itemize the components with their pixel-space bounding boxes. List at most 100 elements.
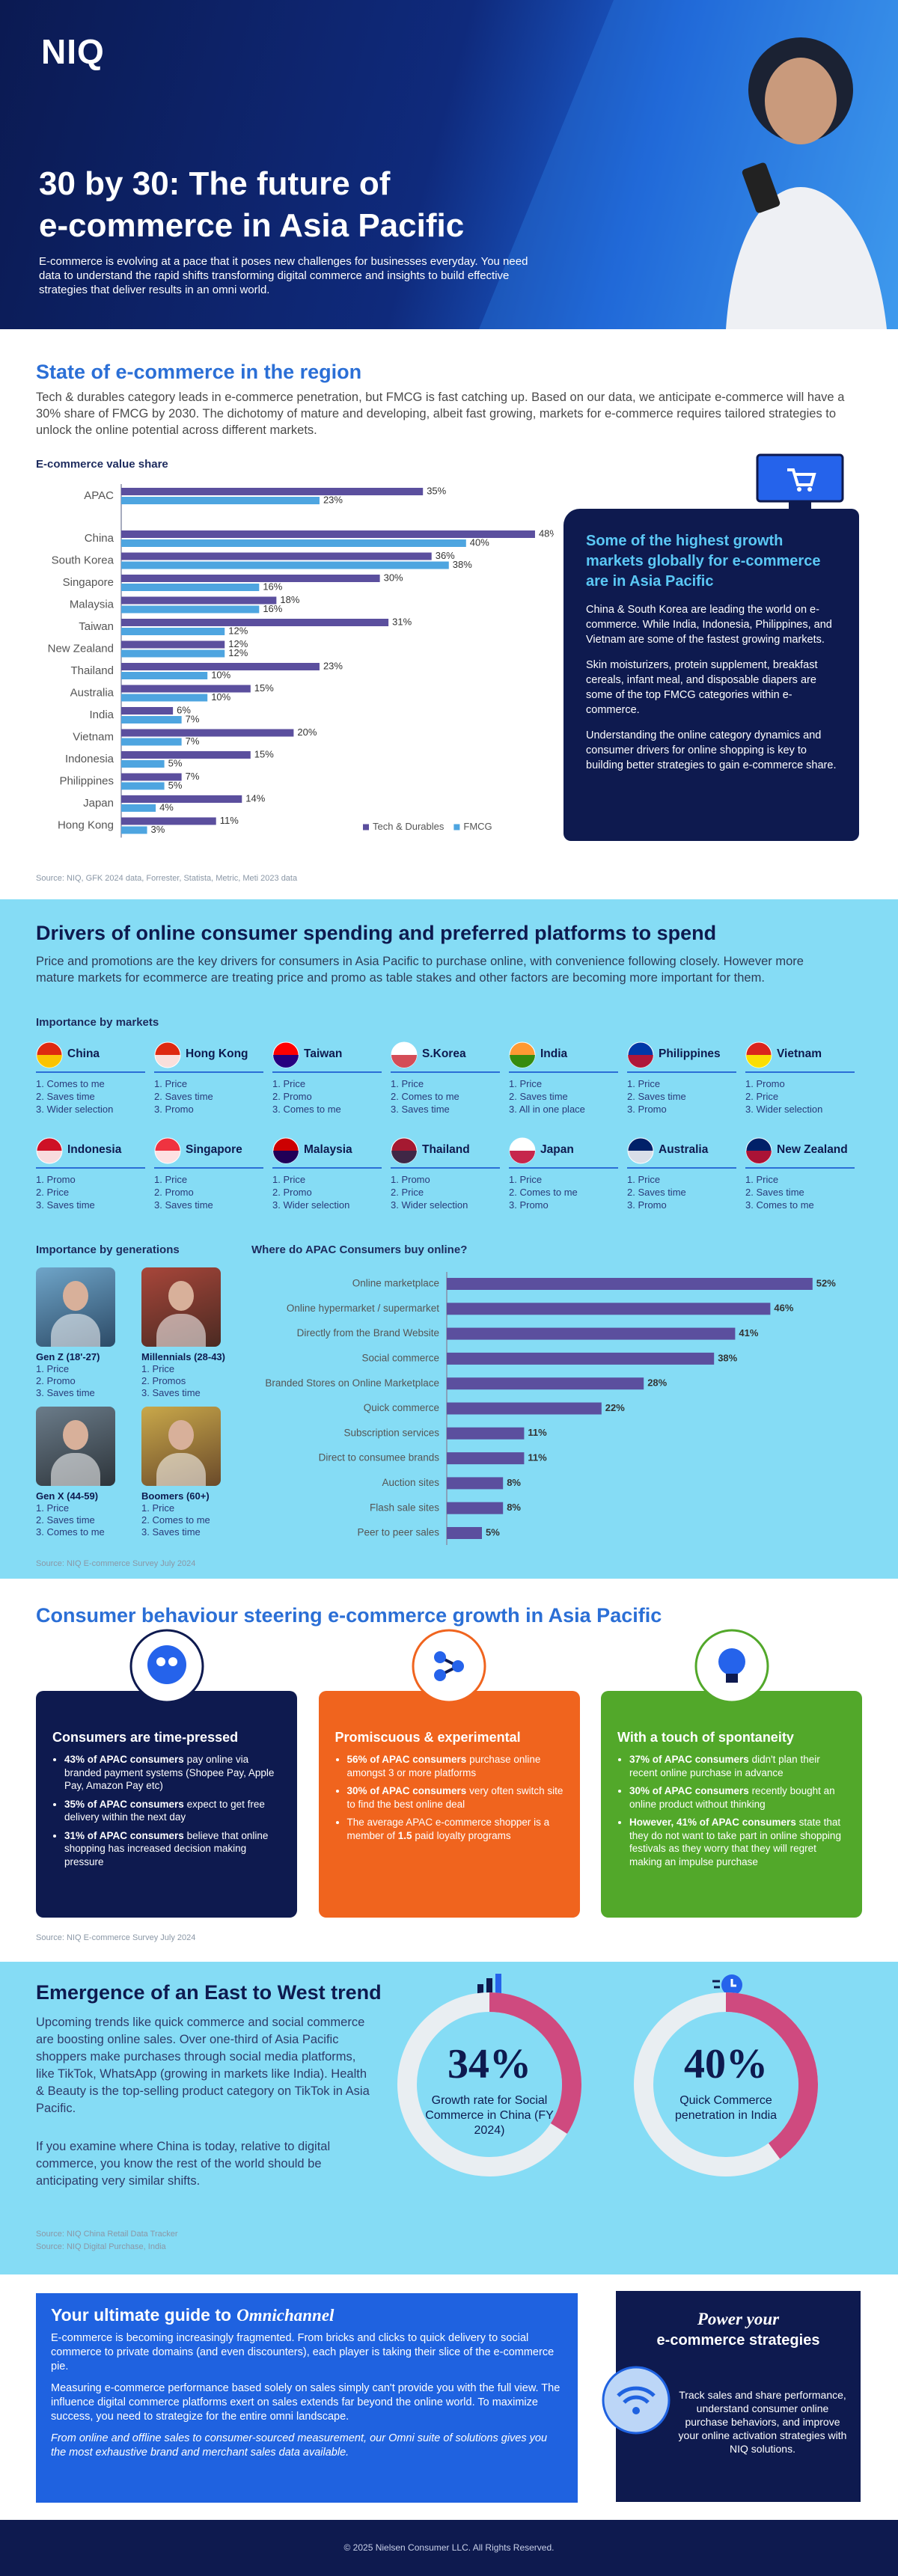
generations-heading: Importance by generations [36,1243,180,1256]
card-title: Some of the highest growth markets globa… [586,533,821,590]
market-name: S.Korea [422,1047,466,1060]
bar [121,596,277,605]
market-item: 2. Price [36,1187,70,1198]
market-item: 3. Promo [627,1104,667,1115]
bullet: 43% of APAC consumers pay online via bra… [64,1753,281,1793]
category-label: New Zealand [48,642,114,655]
category-label: India [89,709,114,721]
market-item: 3. Wider selection [272,1199,350,1211]
value-label: 8% [507,1477,521,1488]
market-item: 1. Promo [391,1174,430,1185]
market-name: Japan [540,1143,574,1156]
value-label: 48% [539,527,554,539]
flag-fg [273,1055,299,1068]
card-icon [129,1629,204,1704]
donut-label: Growth rate for Social Commerce in China… [425,2094,554,2137]
guide-title-emphasis: Omnichannel [236,2306,335,2325]
flag-fg [510,1151,535,1163]
donut-chart: 40% [634,1992,818,2176]
generation: Gen X (44-59) 1. Price 2. Saves time 3. Com… [36,1490,105,1538]
bullet-strong: 30% of APAC consumers [346,1785,467,1796]
generation-item: 2. Comes to me [141,1514,210,1526]
generation-item: 1. Price [141,1502,175,1514]
generation: Millennials (28-43) 1. Price 2. Promos 3. S… [141,1351,225,1399]
generation-item: 1. Price [36,1363,70,1374]
generation-name: Gen Z (18'-27) [36,1351,100,1362]
photo-head [168,1281,194,1311]
flag [745,1041,772,1068]
category-label: Direct to consumee brands [319,1452,440,1463]
legend-label: FMCG [463,821,492,832]
strategy-title: e-commerce strategies [656,2332,820,2349]
bar [447,1278,813,1290]
value-label: 7% [186,735,200,747]
bar [121,773,182,781]
bar [121,760,165,768]
bullet-text: didn't plan their recent online purchase… [629,1754,820,1778]
heading: State of e-commerce in the region [36,361,362,383]
market-item: 1. Price [154,1174,188,1185]
bar [121,685,251,693]
bar [121,649,225,658]
icon-ring [412,1629,486,1704]
generation: Boomers (60+) 1. Price 2. Comes to me 3. Sa… [141,1490,210,1538]
markets-heading: Importance by markets [36,1016,159,1029]
bullet: 30% of APAC consumers very often switch … [347,1784,563,1811]
bullet-text: expect to get free delivery within the n… [64,1798,265,1823]
market-items: 1. Price 2. Promo 3. Saves time [154,1173,213,1211]
market-items: 1. Price 2. Comes to me 3. Saves time [391,1077,459,1116]
value-label: 18% [280,594,299,605]
bullet-text: recently bought an online product withou… [629,1785,835,1810]
bar [121,575,380,582]
bar [121,795,242,803]
market-item: 1. Price [272,1174,306,1185]
flag [154,1137,181,1164]
heading: Emergence of an East to West trend [36,1981,382,2004]
market-item: 2. Comes to me [391,1091,459,1102]
bar [447,1427,525,1440]
flag-fg [628,1055,653,1068]
bar [447,1402,602,1415]
value-share-chart: APAC 35% 23% China 48% 40% South Korea 36%38% Si… [48,484,554,838]
market-name: Hong Kong [186,1047,248,1060]
generation-name: Gen X (44-59) [36,1490,99,1502]
paragraph: If you examine where China is today, rel… [36,2140,331,2188]
market-rule [391,1167,500,1169]
category-label: Online marketplace [352,1278,439,1289]
category-label: Philippines [59,774,114,787]
market-item: 1. Price [154,1078,188,1089]
category-label: Japan [83,797,114,810]
bullet: However, 41% of APAC consumers state tha… [629,1816,846,1868]
insight-card: Some of the highest growth markets globa… [563,509,859,841]
market-item: 1. Price [509,1078,543,1089]
market-item: 2. Saves time [36,1091,95,1102]
market-item: 1. Promo [745,1078,785,1089]
photo-head [168,1420,194,1450]
bullet-strong: 35% of APAC consumers [64,1798,184,1810]
market-name: New Zealand [777,1143,848,1156]
behaviour-card: Consumers are time-pressed 43% of APAC co… [36,1691,297,1918]
flag-fg [37,1151,62,1163]
title-line: 30 by 30: The future of [39,165,391,202]
bullet-strong: 31% of APAC consumers [64,1829,184,1841]
market-rule [272,1167,382,1169]
photo-body [156,1314,206,1347]
market-item: 3. Saves time [154,1199,213,1211]
value-label: 11% [528,1452,547,1463]
market-item: 3. Wider selection [36,1104,114,1115]
value-label: 41% [739,1327,758,1339]
category-label: Vietnam [73,730,114,743]
bar [121,817,216,825]
donut-arc [725,1992,818,2159]
donut-value: 40% [684,2041,768,2087]
market-name: Indonesia [67,1143,122,1156]
photo [141,1267,221,1347]
market-items: 1. Promo 2. Price 3. Wider selection [391,1173,468,1211]
value-label: 23% [323,660,343,671]
legend-label: Tech & Durables [373,821,445,832]
value-label: 12% [228,625,248,636]
bar [447,1377,644,1390]
bar [121,552,432,560]
bar [121,497,320,504]
wifi-icon [602,2366,671,2435]
